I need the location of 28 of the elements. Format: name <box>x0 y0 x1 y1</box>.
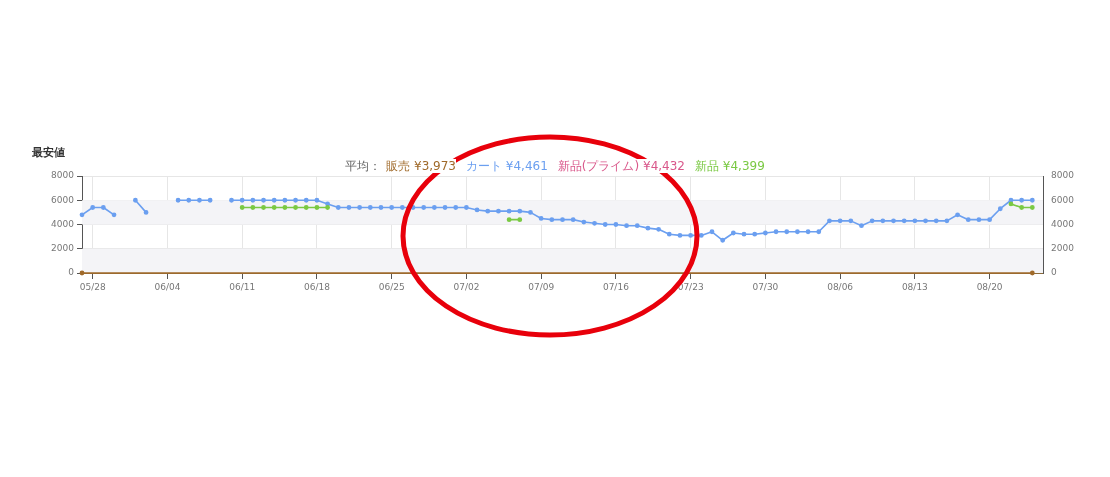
x-tick-label: 06/04 <box>154 281 181 292</box>
chart-title: 最安値 <box>32 145 65 160</box>
x-tick-label: 06/25 <box>378 281 405 292</box>
y2-tick-label: 6000 <box>1051 194 1075 205</box>
y2-tick-label: 0 <box>1051 267 1057 278</box>
text: カート ¥4,461 <box>466 159 548 173</box>
x-tick-label: 05/28 <box>79 281 106 292</box>
x-tick-label: 08/20 <box>976 281 1003 292</box>
x-tick-label: 08/06 <box>827 281 854 292</box>
y2-tick-label: 2000 <box>1051 243 1075 254</box>
x-tick-label: 08/13 <box>901 281 928 292</box>
y-tick-label: 0 <box>68 267 75 278</box>
x-tick-label: 07/09 <box>528 281 555 292</box>
y-tick-label: 4000 <box>51 218 75 229</box>
x-tick-label: 07/16 <box>602 281 630 292</box>
legend-label: 新品(プライム) ¥4,432 <box>557 159 685 173</box>
y2-tick-label: 4000 <box>1051 218 1075 229</box>
legend-title: 平均： <box>345 159 382 173</box>
text: 販売 ¥3,973 <box>386 159 456 173</box>
y2-tick-label: 8000 <box>1051 170 1075 181</box>
y-tick-label: 8000 <box>51 170 75 181</box>
x-tick-label: 07/02 <box>453 281 480 292</box>
text: 新品 ¥4,399 <box>694 159 765 173</box>
y-tick-label: 6000 <box>51 194 75 205</box>
x-tick-label: 06/18 <box>303 281 331 292</box>
x-tick-label: 06/11 <box>229 281 256 292</box>
y-tick-label: 2000 <box>51 243 75 254</box>
x-tick-label: 07/30 <box>752 281 779 292</box>
